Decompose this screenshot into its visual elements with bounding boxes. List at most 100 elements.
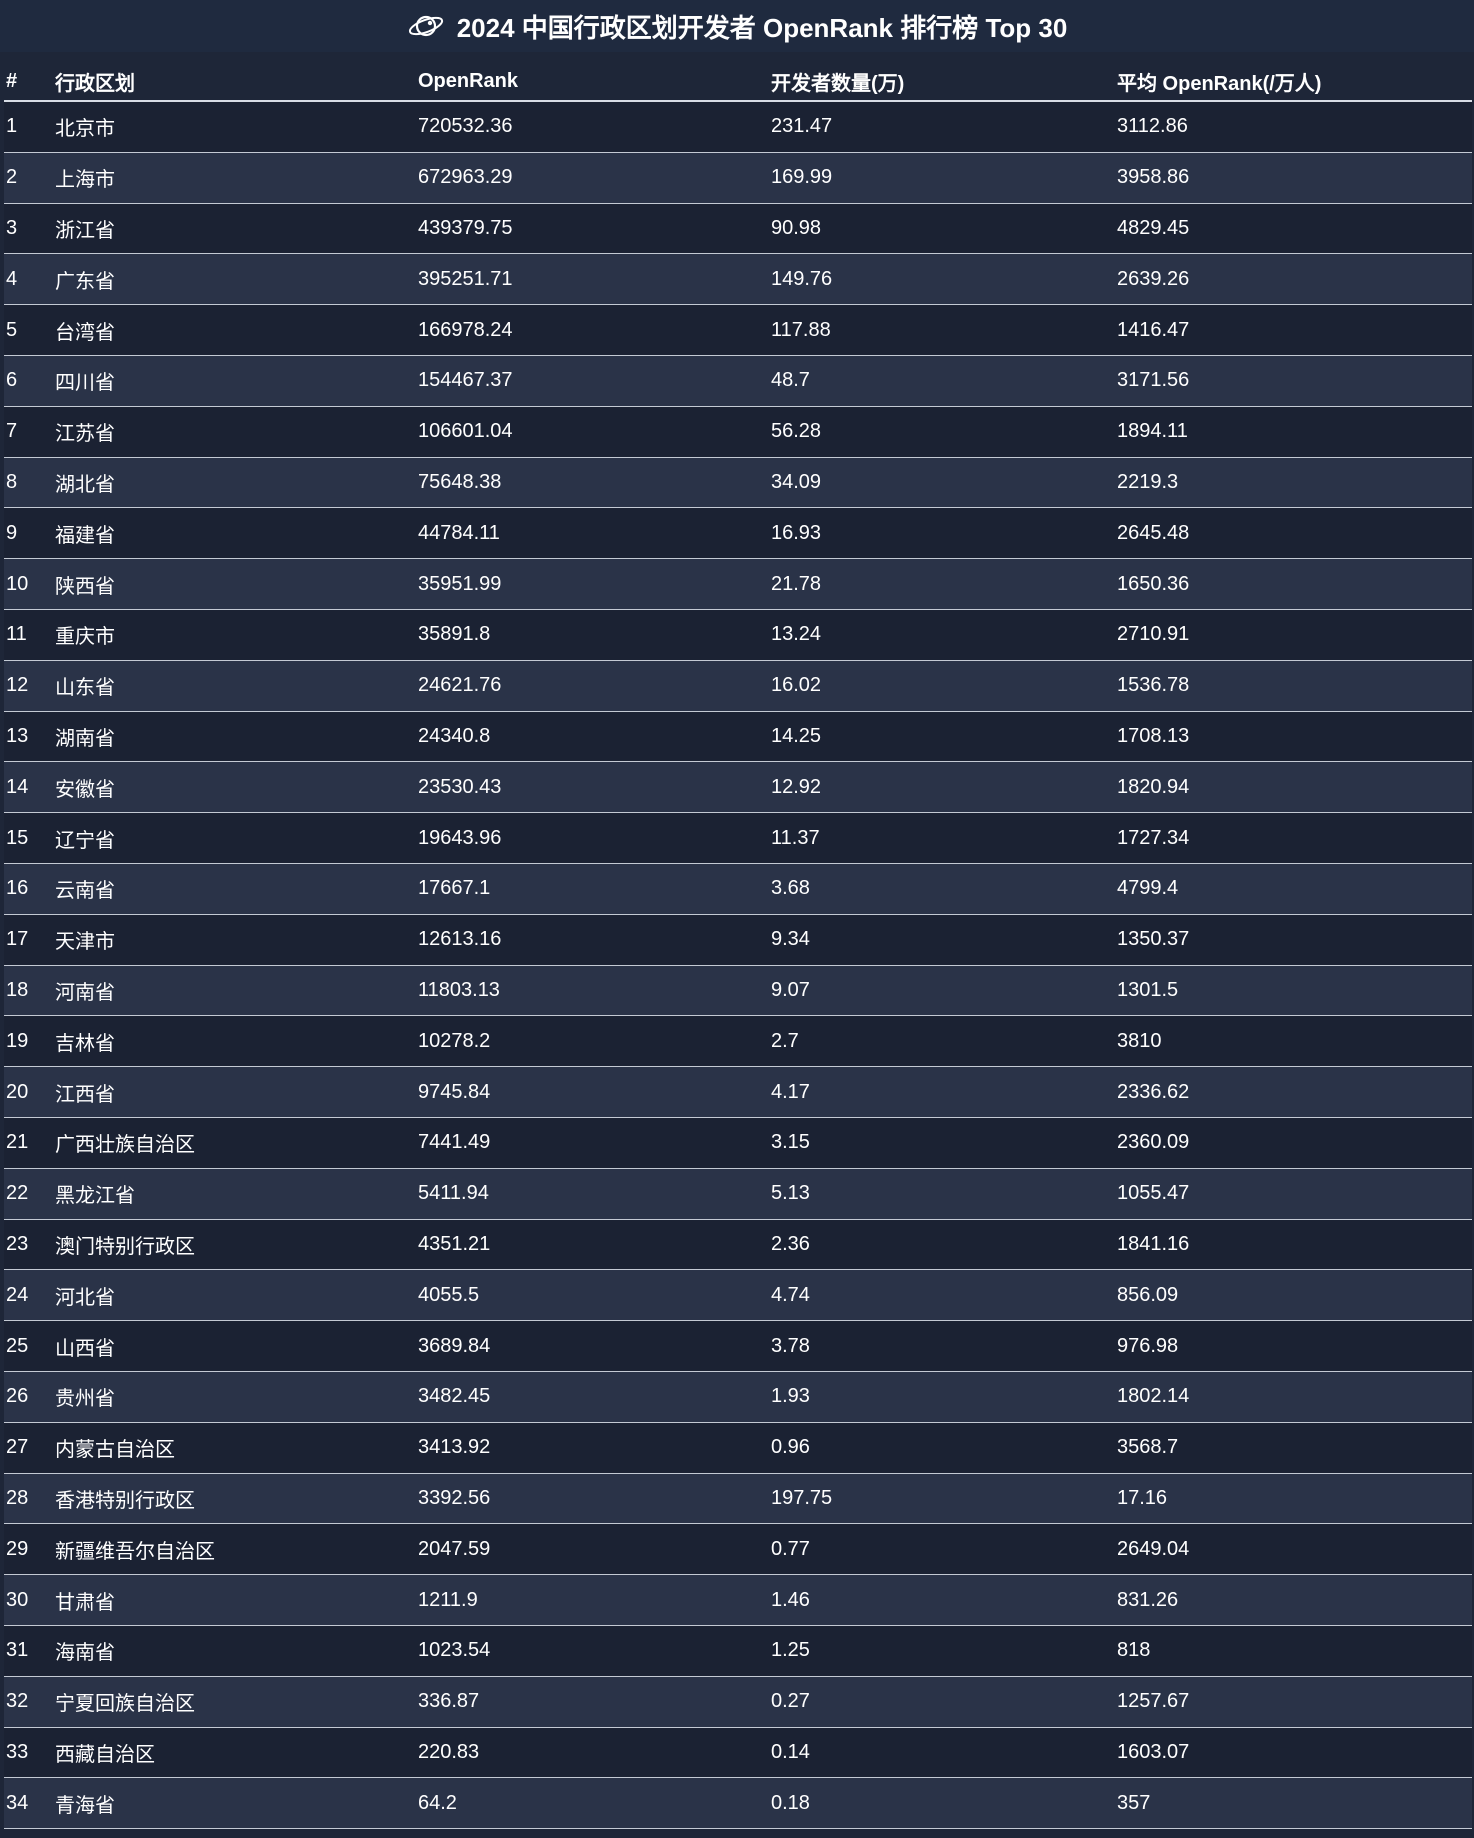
column-header-developers: 开发者数量(万) [769, 62, 1115, 102]
openrank-cell: 3413.92 [416, 1422, 769, 1474]
developers-cell: 3.15 [769, 1117, 1115, 1169]
openrank-cell: 5411.94 [416, 1168, 769, 1220]
rank-cell: 6 [4, 355, 53, 407]
ranking-table: # 行政区划 OpenRank 开发者数量(万) 平均 OpenRank(/万人… [4, 62, 1472, 1830]
table-row: 21 广西壮族自治区 7441.49 3.15 2360.09 [4, 1117, 1472, 1169]
developers-cell: 14.25 [769, 711, 1115, 763]
developers-cell: 2.36 [769, 1219, 1115, 1271]
openrank-cell: 24621.76 [416, 660, 769, 712]
developers-cell: 21.78 [769, 558, 1115, 610]
table-row: 19 吉林省 10278.2 2.7 3810 [4, 1015, 1472, 1068]
table-row: 2 上海市 672963.29 169.99 3958.86 [4, 152, 1472, 204]
openrank-cell: 395251.71 [416, 253, 769, 306]
openrank-cell: 220.83 [416, 1727, 769, 1779]
openrank-cell: 106601.04 [416, 406, 769, 458]
table-row: 3 浙江省 439379.75 90.98 4829.45 [4, 203, 1472, 255]
table-row: 10 陕西省 35951.99 21.78 1650.36 [4, 558, 1472, 610]
region-cell: 西藏自治区 [53, 1727, 416, 1779]
table-row: 1 北京市 720532.36 231.47 3112.86 [4, 101, 1472, 153]
average-cell: 818 [1115, 1625, 1472, 1677]
openrank-cell: 7441.49 [416, 1117, 769, 1169]
openrank-cell: 4055.5 [416, 1269, 769, 1322]
table-row: 8 湖北省 75648.38 34.09 2219.3 [4, 457, 1472, 509]
developers-cell: 169.99 [769, 152, 1115, 204]
openrank-cell: 154467.37 [416, 355, 769, 407]
table-row: 16 云南省 17667.1 3.68 4799.4 [4, 863, 1472, 915]
rank-cell: 18 [4, 965, 53, 1017]
openrank-cell: 4351.21 [416, 1219, 769, 1271]
table-row: 5 台湾省 166978.24 117.88 1416.47 [4, 304, 1472, 356]
average-cell: 1727.34 [1115, 812, 1472, 864]
average-cell: 1257.67 [1115, 1676, 1472, 1728]
developers-cell: 12.92 [769, 761, 1115, 814]
rank-cell: 28 [4, 1473, 53, 1525]
rank-cell: 15 [4, 812, 53, 864]
openrank-cell: 10278.2 [416, 1015, 769, 1068]
average-cell: 2710.91 [1115, 609, 1472, 661]
region-cell: 黑龙江省 [53, 1168, 416, 1220]
average-cell: 1802.14 [1115, 1371, 1472, 1423]
rank-cell: 23 [4, 1219, 53, 1271]
developers-cell: 149.76 [769, 253, 1115, 306]
openrank-cell: 720532.36 [416, 101, 769, 153]
average-cell: 2360.09 [1115, 1117, 1472, 1169]
region-cell: 山东省 [53, 660, 416, 712]
column-header-average: 平均 OpenRank(/万人) [1115, 62, 1472, 102]
rank-cell: 24 [4, 1269, 53, 1322]
developers-cell: 5.13 [769, 1168, 1115, 1220]
openrank-cell: 439379.75 [416, 203, 769, 255]
average-cell: 1536.78 [1115, 660, 1472, 712]
region-cell: 湖南省 [53, 711, 416, 763]
page-title: 2024 中国行政区划开发者 OpenRank 排行榜 Top 30 [456, 12, 1068, 43]
developers-cell: 0.18 [769, 1777, 1115, 1830]
openrank-cell: 19643.96 [416, 812, 769, 864]
header-row: # 行政区划 OpenRank 开发者数量(万) 平均 OpenRank(/万人… [4, 62, 1472, 102]
region-cell: 云南省 [53, 863, 416, 915]
openrank-cell: 75648.38 [416, 457, 769, 509]
average-cell: 1416.47 [1115, 304, 1472, 356]
developers-cell: 90.98 [769, 203, 1115, 255]
average-cell: 3112.86 [1115, 101, 1472, 153]
openrank-cell: 12613.16 [416, 914, 769, 966]
developers-cell: 3.78 [769, 1320, 1115, 1372]
table-row: 33 西藏自治区 220.83 0.14 1603.07 [4, 1727, 1472, 1779]
rank-cell: 3 [4, 203, 53, 255]
openrank-cell: 9745.84 [416, 1066, 769, 1118]
developers-cell: 1.93 [769, 1371, 1115, 1423]
average-cell: 3568.7 [1115, 1422, 1472, 1474]
average-cell: 1841.16 [1115, 1219, 1472, 1271]
openrank-cell: 44784.11 [416, 507, 769, 560]
region-cell: 河北省 [53, 1269, 416, 1322]
average-cell: 4799.4 [1115, 863, 1472, 915]
rank-cell: 32 [4, 1676, 53, 1728]
average-cell: 3958.86 [1115, 152, 1472, 204]
rank-cell: 22 [4, 1168, 53, 1220]
developers-cell: 13.24 [769, 609, 1115, 661]
region-cell: 江苏省 [53, 406, 416, 458]
rank-cell: 20 [4, 1066, 53, 1118]
rank-cell: 25 [4, 1320, 53, 1372]
openrank-logo-icon [408, 15, 443, 37]
average-cell: 4829.45 [1115, 203, 1472, 255]
region-cell: 香港特别行政区 [53, 1473, 416, 1525]
column-header-region: 行政区划 [53, 62, 416, 102]
region-cell: 山西省 [53, 1320, 416, 1372]
rank-cell: 16 [4, 863, 53, 915]
table-row: 15 辽宁省 19643.96 11.37 1727.34 [4, 812, 1472, 864]
region-cell: 内蒙古自治区 [53, 1422, 416, 1474]
region-cell: 新疆维吾尔自治区 [53, 1523, 416, 1576]
average-cell: 976.98 [1115, 1320, 1472, 1372]
rank-cell: 7 [4, 406, 53, 458]
region-cell: 甘肃省 [53, 1574, 416, 1626]
openrank-cell: 672963.29 [416, 152, 769, 204]
developers-cell: 0.27 [769, 1676, 1115, 1728]
developers-cell: 16.93 [769, 507, 1115, 560]
developers-cell: 16.02 [769, 660, 1115, 712]
table-row: 30 甘肃省 1211.9 1.46 831.26 [4, 1574, 1472, 1626]
region-cell: 宁夏回族自治区 [53, 1676, 416, 1728]
rank-cell: 9 [4, 507, 53, 560]
developers-cell: 1.46 [769, 1574, 1115, 1626]
region-cell: 贵州省 [53, 1371, 416, 1423]
openrank-cell: 336.87 [416, 1676, 769, 1728]
